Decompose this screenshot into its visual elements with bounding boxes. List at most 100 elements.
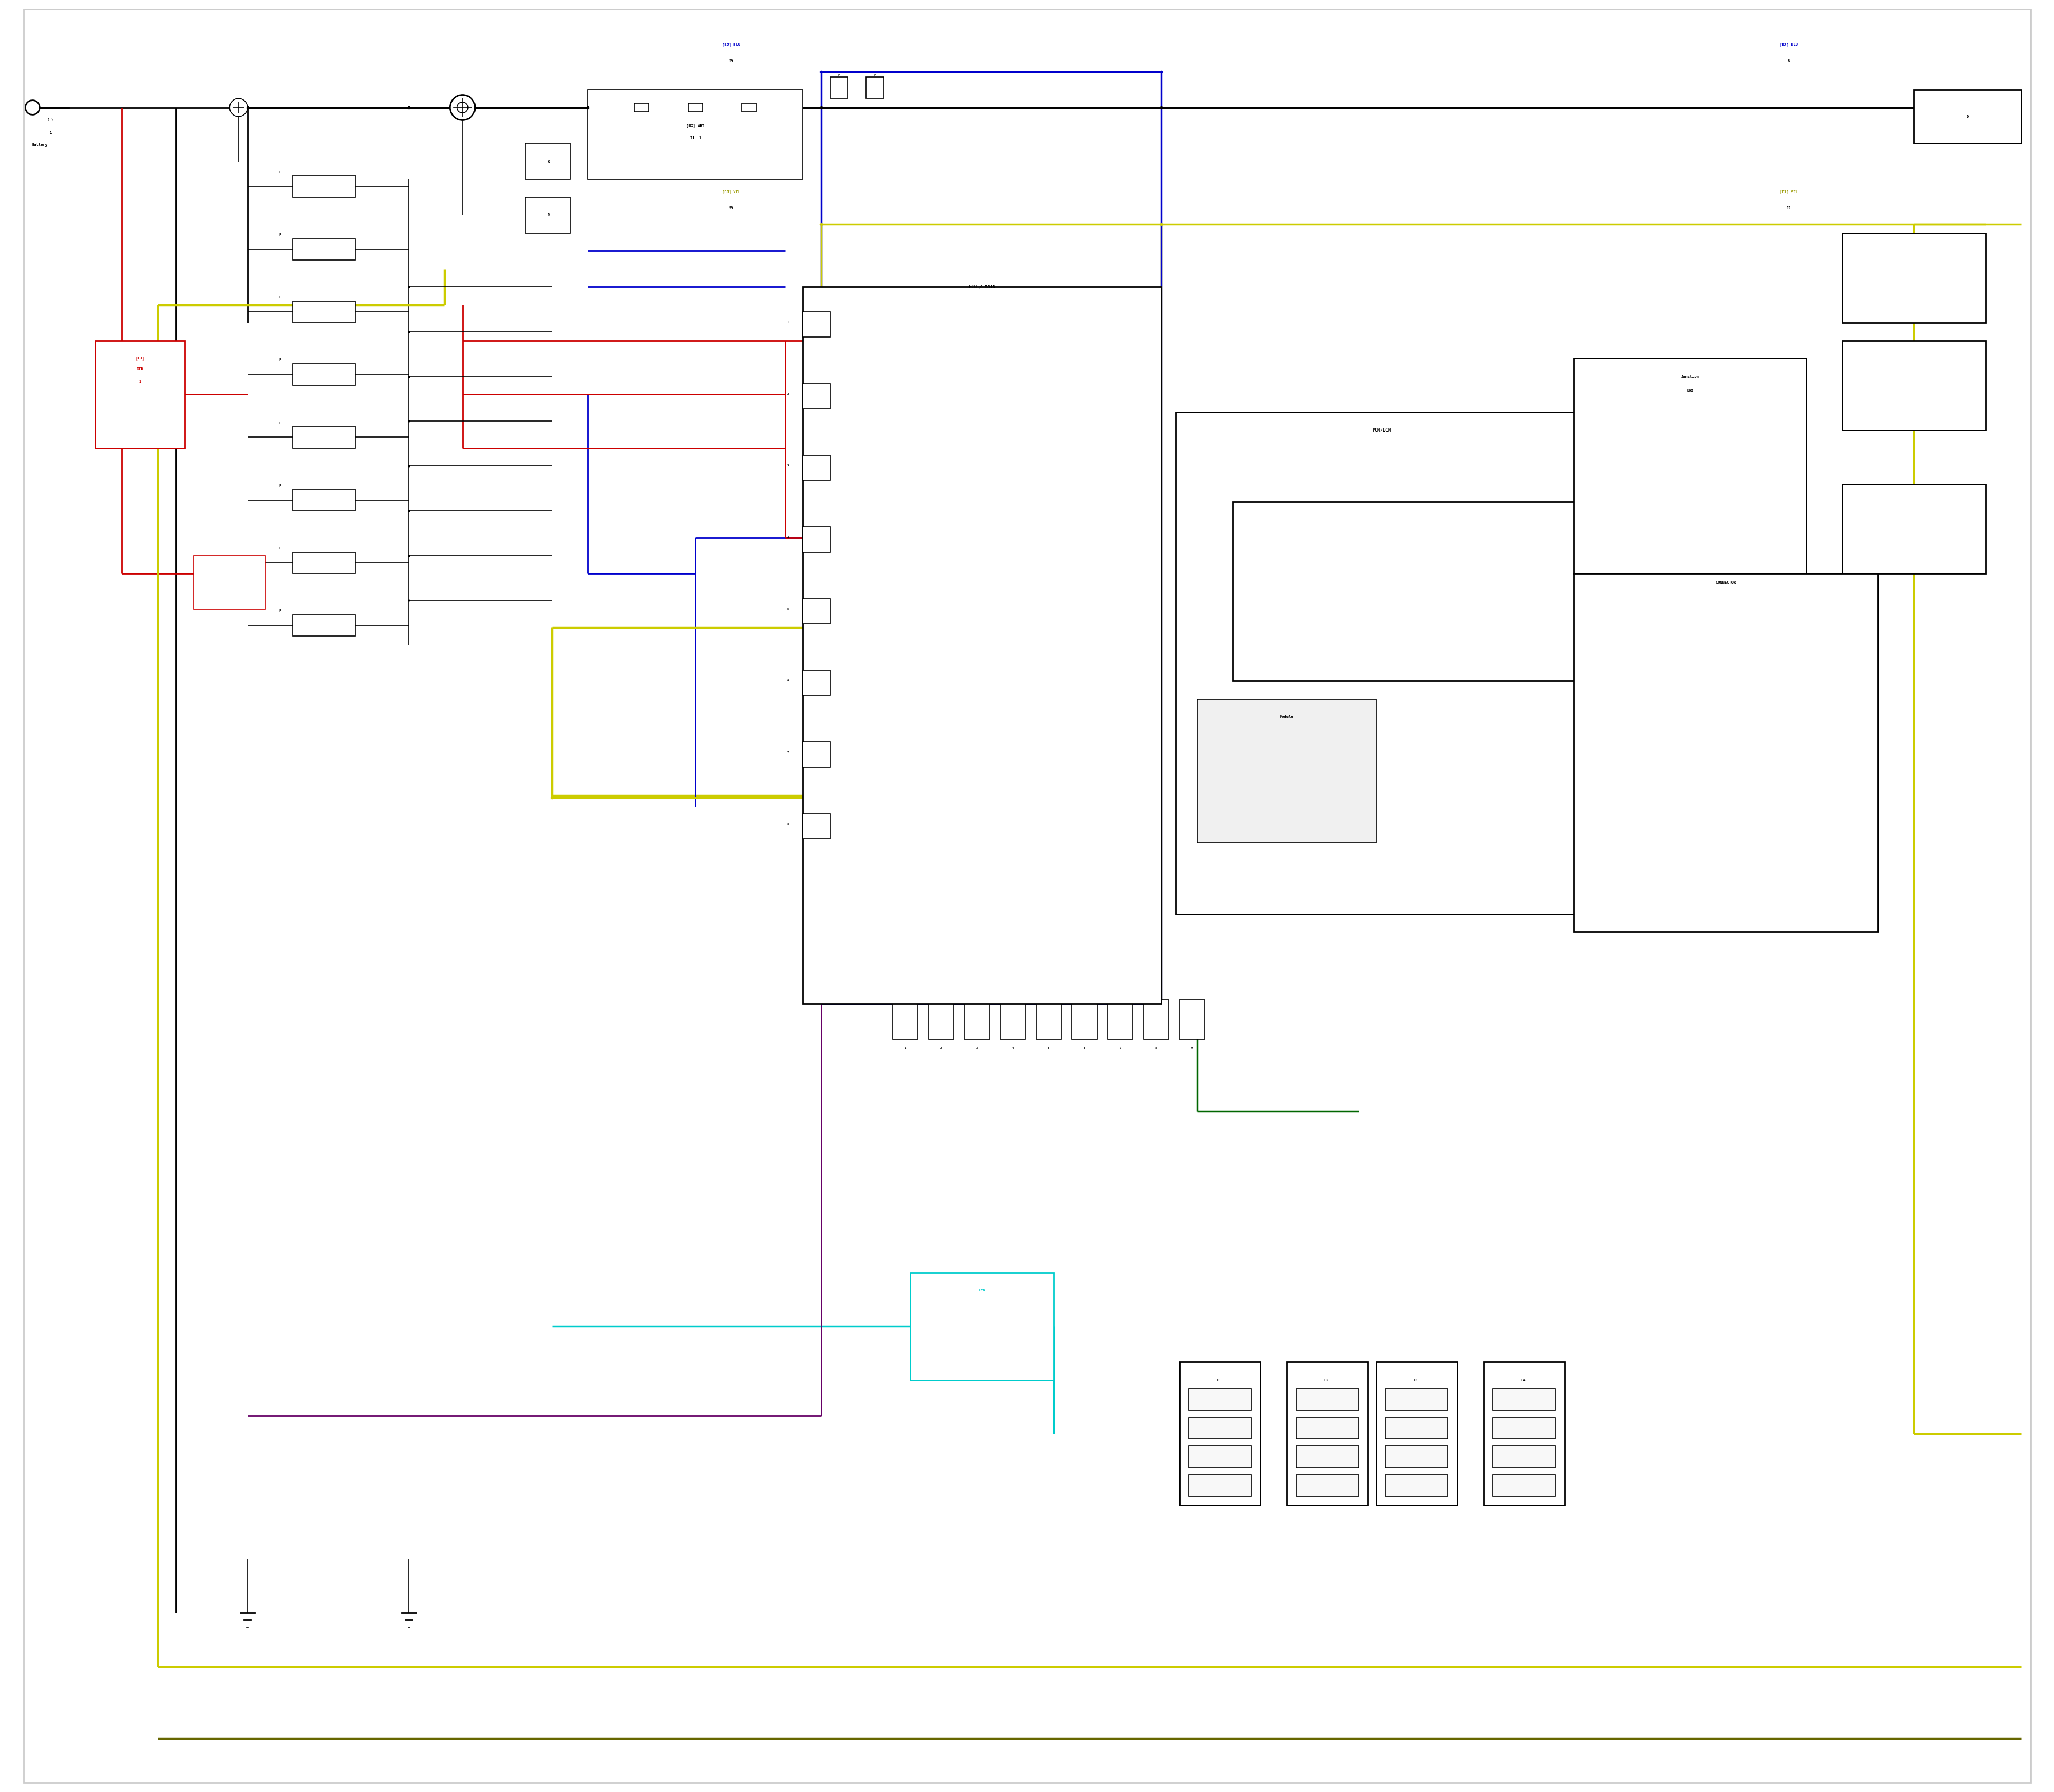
Text: [EJ] YEL: [EJ] YEL	[723, 190, 739, 194]
Text: F: F	[694, 93, 696, 97]
Bar	[1232, 502, 1592, 681]
Bar	[928, 1000, 953, 1039]
Bar	[1573, 573, 1877, 932]
Text: C3: C3	[1413, 1378, 1417, 1382]
Bar	[1072, 1000, 1097, 1039]
Bar	[803, 670, 830, 695]
Text: 12: 12	[1787, 206, 1791, 210]
Text: R: R	[548, 213, 550, 217]
Bar	[292, 552, 355, 573]
Bar	[1144, 1000, 1169, 1039]
Text: (+): (+)	[47, 118, 53, 122]
Text: 1: 1	[49, 131, 51, 134]
Bar	[803, 383, 830, 409]
Text: [EJ] YEL: [EJ] YEL	[1779, 190, 1797, 194]
Text: F: F	[279, 547, 281, 550]
Text: [EJ] BLU: [EJ] BLU	[723, 43, 739, 47]
Bar	[1384, 1417, 1448, 1439]
Text: F: F	[279, 233, 281, 237]
Text: 59: 59	[729, 206, 733, 210]
Bar	[1296, 1446, 1358, 1468]
Bar	[1493, 1475, 1555, 1496]
Bar	[292, 364, 355, 385]
Bar	[1384, 1446, 1448, 1468]
Text: RED: RED	[138, 367, 144, 371]
Bar	[292, 615, 355, 636]
Bar	[1035, 1000, 1062, 1039]
Bar	[1842, 484, 1986, 573]
Bar	[803, 287, 1161, 1004]
Bar	[1286, 1362, 1368, 1505]
Bar	[94, 340, 185, 448]
Bar	[1175, 412, 1588, 914]
Bar	[1189, 1475, 1251, 1496]
Bar	[1000, 1000, 1025, 1039]
Text: R: R	[548, 159, 550, 163]
Bar	[893, 1000, 918, 1039]
Bar	[292, 301, 355, 323]
Bar	[292, 426, 355, 448]
Bar	[1189, 1446, 1251, 1468]
Bar	[1384, 1389, 1448, 1410]
Text: F: F	[279, 170, 281, 174]
Bar	[587, 90, 803, 179]
Bar	[803, 742, 830, 767]
Text: [EJ] BLU: [EJ] BLU	[1779, 43, 1797, 47]
Bar	[292, 238, 355, 260]
Text: [EI] WHT: [EI] WHT	[686, 124, 705, 127]
Bar	[1197, 699, 1376, 842]
Bar	[1107, 1000, 1132, 1039]
Bar	[1493, 1417, 1555, 1439]
Text: 1: 1	[140, 380, 142, 383]
Circle shape	[458, 102, 468, 113]
Text: C2: C2	[1325, 1378, 1329, 1382]
Bar	[1384, 1475, 1448, 1496]
Circle shape	[230, 99, 249, 116]
Text: Box: Box	[1686, 389, 1692, 392]
Bar	[803, 814, 830, 839]
Text: Battery: Battery	[31, 143, 47, 147]
Text: C1: C1	[1216, 1378, 1220, 1382]
Bar	[1189, 1417, 1251, 1439]
Bar	[803, 527, 830, 552]
Bar	[963, 1000, 990, 1039]
Text: F: F	[748, 93, 750, 97]
Bar	[526, 197, 571, 233]
Text: CYN: CYN	[980, 1288, 986, 1292]
Bar	[1179, 1362, 1259, 1505]
Text: F: F	[279, 358, 281, 362]
Bar	[1914, 90, 2021, 143]
Text: D: D	[1966, 115, 1970, 118]
Bar	[1483, 1362, 1565, 1505]
Text: T1  1: T1 1	[690, 136, 700, 140]
Bar	[830, 77, 848, 99]
Text: F: F	[279, 609, 281, 613]
Text: ECU / MAIN: ECU / MAIN	[969, 285, 996, 289]
Text: [EJ]: [EJ]	[136, 357, 144, 360]
Text: F: F	[279, 484, 281, 487]
Bar	[1573, 358, 1805, 573]
Bar	[803, 312, 830, 337]
Bar	[635, 102, 649, 111]
Text: CONNECTOR: CONNECTOR	[1715, 581, 1736, 584]
Bar	[1296, 1417, 1358, 1439]
Circle shape	[25, 100, 39, 115]
Bar	[803, 455, 830, 480]
Text: F: F	[279, 421, 281, 425]
Bar	[1493, 1389, 1555, 1410]
Text: 59: 59	[729, 59, 733, 63]
Bar	[1179, 1000, 1204, 1039]
Text: F: F	[641, 93, 643, 97]
Bar	[1189, 1389, 1251, 1410]
Circle shape	[450, 95, 474, 120]
Bar	[1376, 1362, 1456, 1505]
Text: C4: C4	[1522, 1378, 1526, 1382]
Text: F: F	[279, 296, 281, 299]
Bar	[803, 599, 830, 624]
Bar	[292, 176, 355, 197]
Bar	[1493, 1446, 1555, 1468]
Bar	[292, 489, 355, 511]
Bar	[688, 102, 702, 111]
Bar	[865, 77, 883, 99]
Bar	[910, 1272, 1054, 1380]
